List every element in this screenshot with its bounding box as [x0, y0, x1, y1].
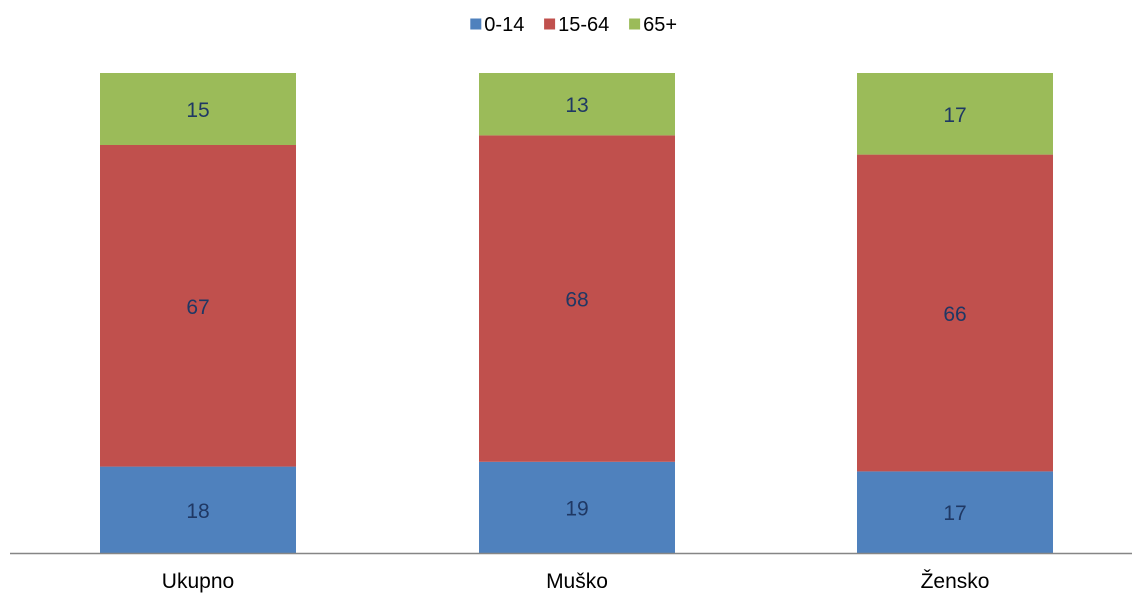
bar-segment-15-64-ukupno — [100, 145, 296, 467]
data-label: 66 — [943, 303, 966, 326]
data-label: 19 — [565, 497, 588, 520]
data-label: 67 — [186, 296, 209, 319]
bar-segment-65plus-ukupno — [100, 73, 296, 145]
legend-swatch — [544, 18, 556, 30]
bar-segment-0-14-žensko — [857, 471, 1053, 553]
plot-area: 18 67 15 19 68 13 17 66 17 — [100, 73, 1053, 553]
x-axis: Ukupno Muško Žensko — [10, 552, 1132, 593]
data-label: 17 — [943, 502, 966, 525]
x-tick-label: Ukupno — [162, 570, 234, 593]
data-label: 15 — [186, 99, 209, 122]
data-label: 13 — [565, 94, 588, 117]
legend-swatch — [470, 18, 482, 30]
x-tick-label: Žensko — [921, 570, 990, 593]
legend-swatch — [629, 18, 641, 30]
bar-segment-65plus-žensko — [857, 73, 1053, 155]
legend-label: 0-14 — [484, 14, 524, 36]
data-label: 68 — [565, 289, 588, 312]
data-label: 17 — [943, 104, 966, 127]
legend: 0-14 15-64 65+ — [470, 14, 677, 36]
data-label: 18 — [186, 500, 209, 523]
legend-label: 15-64 — [558, 14, 609, 36]
x-tick-label: Muško — [546, 570, 608, 593]
bar-segment-15-64-žensko — [857, 154, 1053, 472]
legend-label: 65+ — [643, 14, 677, 36]
bar-segment-65plus-muško — [479, 73, 675, 136]
bar-segment-0-14-ukupno — [100, 466, 296, 553]
bar-segment-0-14-muško — [479, 461, 675, 553]
bar-segment-15-64-muško — [479, 135, 675, 462]
